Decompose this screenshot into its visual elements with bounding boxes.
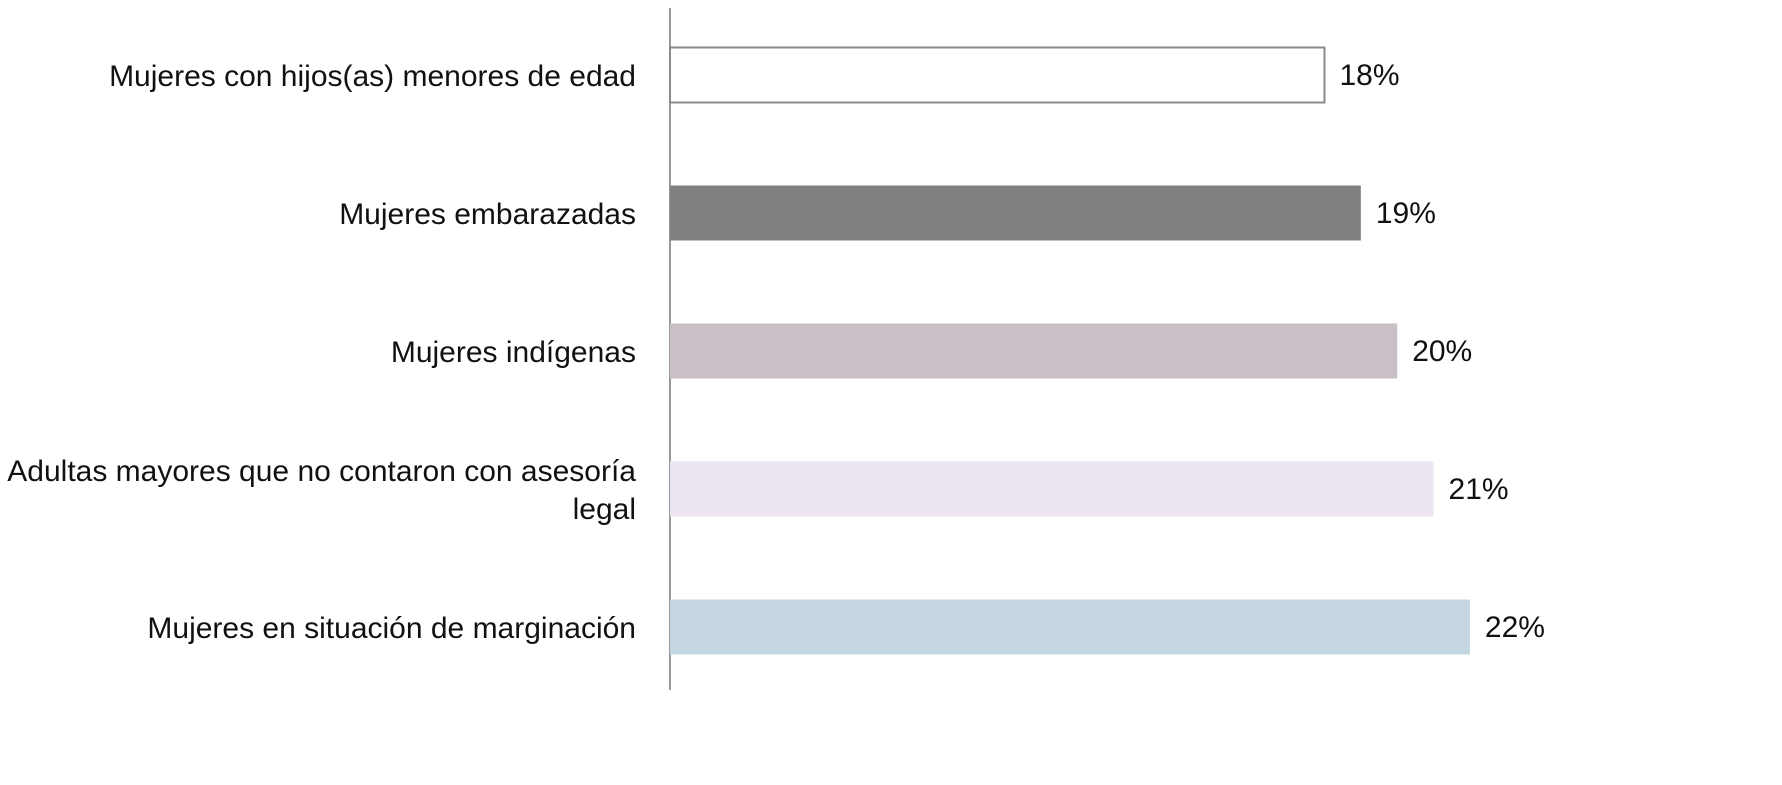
category-label: Mujeres con hijos(as) menores de edad — [109, 60, 636, 93]
bar — [670, 323, 1398, 379]
bar — [670, 461, 1434, 517]
value-label: 21% — [1449, 473, 1509, 506]
value-label: 18% — [1339, 59, 1399, 92]
value-label: 19% — [1376, 197, 1436, 230]
bar — [669, 46, 1326, 104]
bar — [670, 599, 1470, 655]
category-label: Mujeres embarazadas — [339, 198, 636, 231]
category-label: Mujeres en situación de marginación — [147, 612, 636, 645]
value-label: 20% — [1412, 335, 1472, 368]
value-label: 22% — [1485, 611, 1545, 644]
bar — [670, 185, 1361, 241]
category-label: Mujeres indígenas — [390, 336, 636, 369]
category-label: Adultas mayores que no contaron con ases… — [7, 455, 636, 526]
